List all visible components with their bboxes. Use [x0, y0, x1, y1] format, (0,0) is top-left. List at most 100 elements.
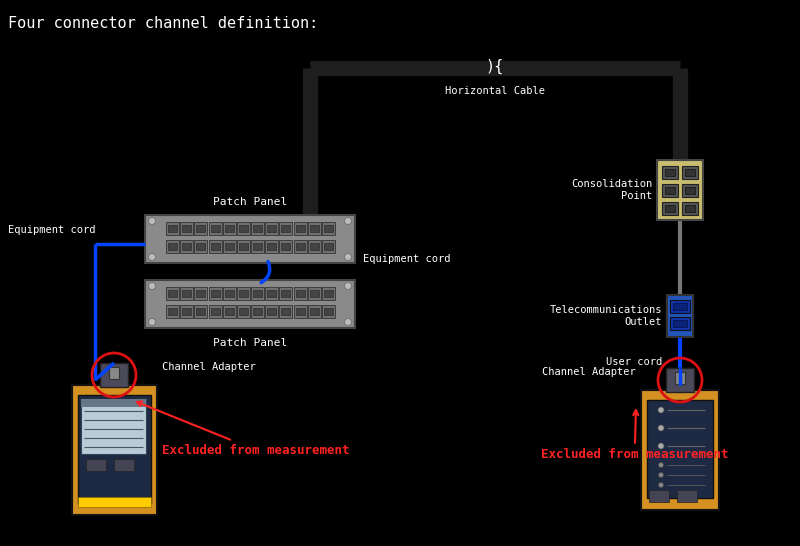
Bar — [237, 305, 250, 318]
Text: Channel Adapter: Channel Adapter — [542, 367, 636, 377]
Bar — [180, 287, 193, 300]
Bar — [194, 222, 207, 235]
Bar — [322, 240, 335, 253]
Bar — [665, 205, 675, 212]
Bar — [322, 305, 335, 318]
Bar — [282, 243, 290, 250]
Bar — [279, 305, 292, 318]
Bar — [265, 222, 278, 235]
Bar — [295, 308, 305, 315]
Bar — [251, 222, 264, 235]
Bar — [86, 459, 106, 471]
Bar — [294, 305, 306, 318]
Bar — [168, 308, 177, 315]
Bar — [180, 222, 193, 235]
Text: Equipment cord: Equipment cord — [8, 225, 95, 235]
Bar — [308, 305, 321, 318]
Bar — [308, 240, 321, 253]
Circle shape — [658, 472, 663, 478]
Bar — [239, 290, 248, 297]
Bar — [267, 308, 276, 315]
Bar — [81, 399, 146, 454]
Bar — [308, 222, 321, 235]
Bar — [685, 169, 695, 176]
Bar — [222, 305, 236, 318]
Circle shape — [149, 318, 155, 325]
Bar — [210, 308, 219, 315]
Text: Four connector channel definition:: Four connector channel definition: — [8, 16, 318, 31]
Bar — [657, 160, 703, 220]
Text: Patch Panel: Patch Panel — [213, 338, 287, 348]
Bar — [265, 287, 278, 300]
Bar — [194, 240, 207, 253]
Bar — [667, 295, 693, 337]
Circle shape — [345, 217, 351, 224]
Bar — [662, 202, 678, 215]
Bar — [267, 290, 276, 297]
Bar — [210, 290, 219, 297]
Bar — [670, 300, 690, 313]
Bar — [279, 240, 292, 253]
Bar — [647, 400, 713, 498]
Bar — [78, 497, 151, 507]
Bar — [308, 287, 321, 300]
Bar — [665, 187, 675, 194]
Circle shape — [658, 462, 663, 467]
Bar — [310, 243, 318, 250]
Bar — [237, 240, 250, 253]
Bar — [237, 222, 250, 235]
Circle shape — [658, 407, 664, 413]
Bar — [253, 225, 262, 232]
Bar — [324, 290, 333, 297]
Text: ){: ){ — [486, 58, 504, 74]
Bar — [324, 225, 333, 232]
Bar — [182, 290, 191, 297]
Bar — [168, 225, 177, 232]
Bar — [253, 308, 262, 315]
Bar — [182, 243, 191, 250]
Text: Telecommunications
Outlet: Telecommunications Outlet — [550, 305, 662, 327]
Bar — [237, 287, 250, 300]
Bar — [662, 184, 678, 197]
Bar — [673, 320, 687, 327]
Bar — [282, 308, 290, 315]
Bar — [665, 169, 675, 176]
Bar — [324, 243, 333, 250]
Bar — [295, 225, 305, 232]
Bar — [265, 240, 278, 253]
Bar — [196, 290, 206, 297]
Bar — [265, 305, 278, 318]
Bar — [210, 225, 219, 232]
Bar — [673, 303, 687, 310]
Bar — [78, 395, 151, 503]
Bar — [662, 166, 678, 179]
Bar — [682, 202, 698, 215]
Bar — [294, 222, 306, 235]
Bar — [294, 240, 306, 253]
Circle shape — [149, 217, 155, 224]
Circle shape — [149, 282, 155, 289]
Circle shape — [345, 282, 351, 289]
Bar — [282, 225, 290, 232]
Bar — [209, 287, 222, 300]
Bar — [641, 390, 719, 510]
Bar — [295, 290, 305, 297]
Bar — [253, 290, 262, 297]
Bar — [196, 243, 206, 250]
Bar — [72, 385, 157, 515]
Bar — [677, 490, 697, 502]
Bar — [251, 305, 264, 318]
Bar — [81, 399, 146, 407]
Bar — [166, 305, 179, 318]
Bar — [194, 287, 207, 300]
Bar — [182, 308, 191, 315]
Bar — [253, 243, 262, 250]
Bar — [182, 225, 191, 232]
Circle shape — [658, 425, 664, 431]
Bar — [194, 305, 207, 318]
Bar — [295, 243, 305, 250]
Bar — [222, 287, 236, 300]
FancyArrowPatch shape — [262, 262, 270, 283]
Bar — [294, 287, 306, 300]
Bar — [166, 222, 179, 235]
